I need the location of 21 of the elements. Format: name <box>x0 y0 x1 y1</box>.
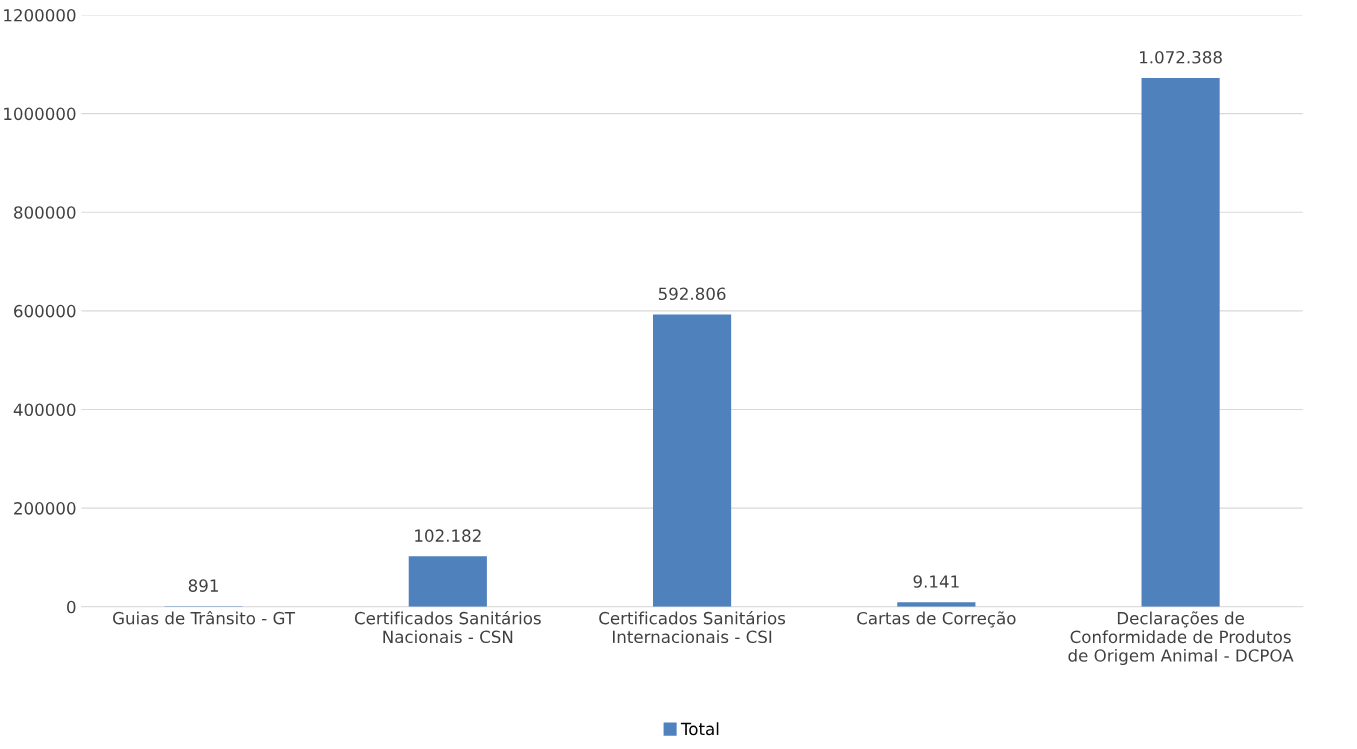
data-label: 1.072.388 <box>1140 50 1222 64</box>
x-tick-label: Guias de Trânsito - GT <box>113 610 296 625</box>
legend-label: Total <box>680 722 719 736</box>
y-tick-label: 600000 <box>14 304 76 318</box>
x-tick-label: Declarações de Conformidade de Produtos de Origem Animal - DCPOA <box>1068 611 1294 666</box>
data-label: 102.182 <box>415 529 481 542</box>
data-label: 592.806 <box>658 287 726 301</box>
y-tick-label: 800000 <box>14 206 76 219</box>
bar <box>408 556 487 607</box>
bar <box>652 314 732 607</box>
x-tick-label: Cartas de Correção <box>857 611 1016 628</box>
y-tick-label: 200000 <box>14 502 76 515</box>
y-tick-label: 400000 <box>13 403 76 417</box>
y-tick-label: 1200000 <box>4 8 76 22</box>
data-label: 9.141 <box>913 575 959 588</box>
y-tick-label: 0 <box>67 600 76 614</box>
x-tick-label: Certificados Sanitários Nacionais - CSN <box>354 610 541 644</box>
y-tick-label: 1000000 <box>4 107 76 121</box>
data-label: 891 <box>188 579 218 592</box>
x-tick-label: Certificados Sanitários Internacionais - CSI <box>599 610 786 644</box>
bar <box>1141 77 1220 607</box>
